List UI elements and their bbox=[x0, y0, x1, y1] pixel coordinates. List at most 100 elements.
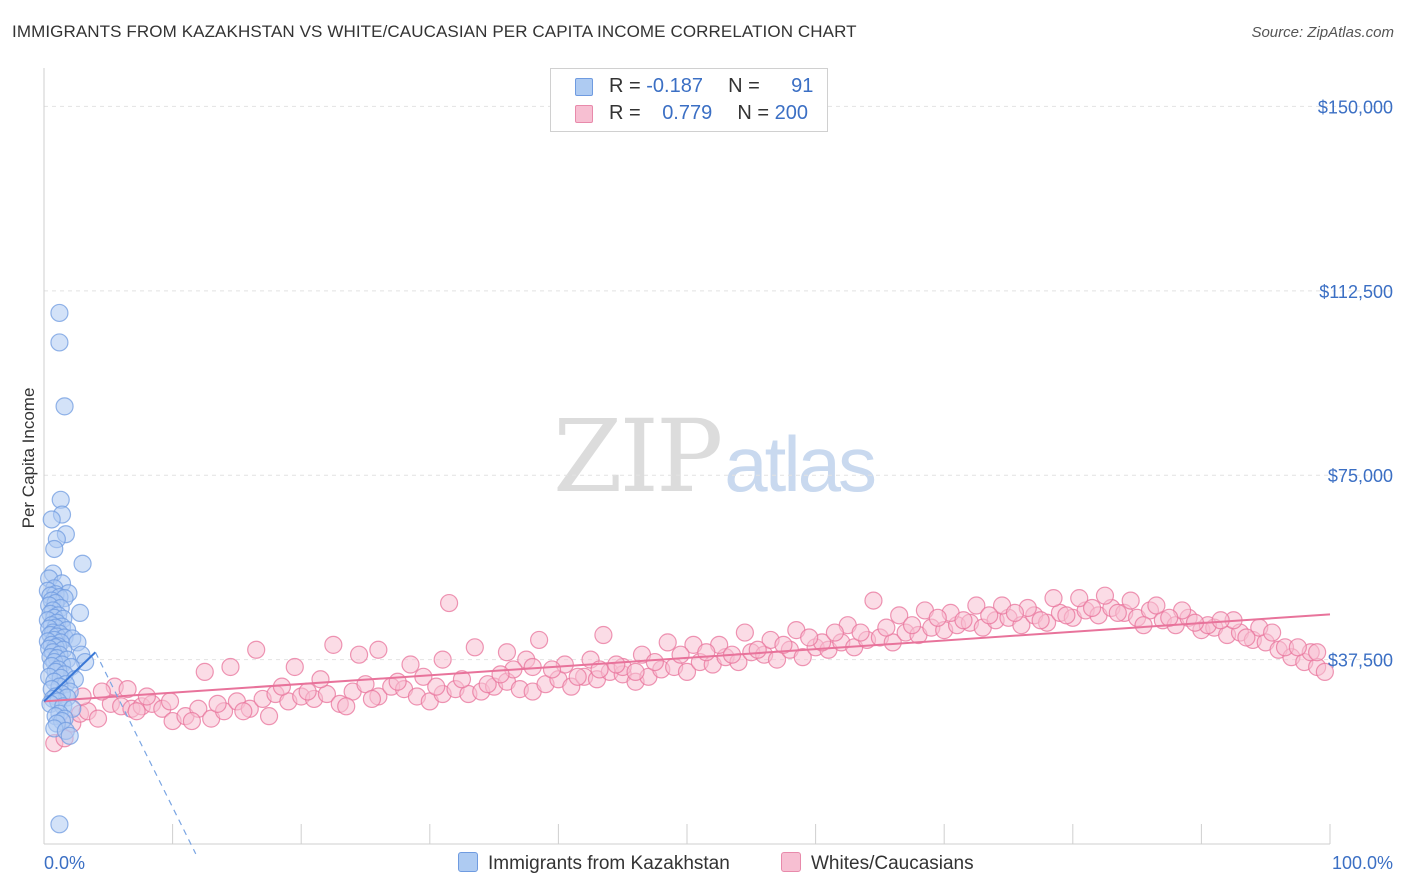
point-whites bbox=[1147, 596, 1166, 615]
point-whites bbox=[298, 682, 317, 701]
data-points bbox=[38, 303, 1334, 834]
point-whites bbox=[182, 711, 201, 731]
legend-n-value: 91 bbox=[791, 75, 814, 97]
point-whites bbox=[478, 675, 497, 694]
point-whites bbox=[311, 670, 330, 689]
point-whites bbox=[208, 694, 227, 713]
trend-lines bbox=[43, 613, 1331, 855]
x-tick-label: 0.0% bbox=[44, 853, 85, 873]
point-whites bbox=[967, 596, 986, 615]
point-whites bbox=[497, 643, 517, 662]
legend-r-label: R = bbox=[609, 102, 641, 124]
point-whites bbox=[195, 662, 214, 681]
point-whites bbox=[851, 623, 870, 642]
trend-line-kazakhstan bbox=[43, 651, 97, 703]
point-whites bbox=[697, 643, 716, 662]
point-kazakhstan bbox=[45, 539, 64, 559]
point-whites bbox=[542, 660, 562, 679]
point-whites bbox=[1044, 589, 1063, 608]
point-whites bbox=[247, 640, 266, 659]
point-whites bbox=[1070, 589, 1089, 608]
point-whites bbox=[427, 677, 446, 696]
point-whites bbox=[1211, 611, 1230, 630]
point-whites bbox=[1057, 606, 1076, 625]
correlation-legend: R = -0.187 N = 91 R = 0.779 N = 200 bbox=[550, 68, 828, 132]
trend-line-kazakhstan-extension bbox=[94, 651, 197, 855]
point-whites bbox=[137, 687, 156, 706]
bottom-legend-label-whites: Whites/Caucasians bbox=[811, 853, 974, 874]
point-whites bbox=[285, 657, 304, 677]
bottom-legend-kazakhstan: Immigrants from Kazakhstan bbox=[458, 852, 730, 875]
point-whites bbox=[1134, 616, 1153, 635]
point-whites bbox=[1121, 591, 1140, 610]
legend-n-label: N = bbox=[728, 75, 760, 97]
point-whites bbox=[259, 707, 279, 726]
trend-line-whites bbox=[43, 613, 1331, 703]
point-whites bbox=[234, 702, 253, 721]
point-kazakhstan bbox=[50, 333, 69, 352]
point-whites bbox=[118, 680, 137, 699]
x-tick-label: 100.0% bbox=[1332, 853, 1393, 873]
point-whites bbox=[1108, 603, 1127, 622]
point-whites bbox=[1031, 611, 1050, 630]
point-whites bbox=[890, 606, 909, 625]
point-whites bbox=[626, 662, 645, 681]
bottom-legend-swatch-whites bbox=[781, 852, 801, 872]
source-label: Source: ZipAtlas.com bbox=[1251, 24, 1394, 41]
y-tick-label: $75,000 bbox=[1328, 466, 1393, 486]
legend-n-value: 200 bbox=[774, 102, 808, 124]
point-kazakhstan bbox=[70, 603, 90, 622]
point-whites bbox=[928, 608, 947, 627]
point-whites bbox=[127, 702, 146, 721]
point-kazakhstan bbox=[50, 303, 69, 323]
point-whites bbox=[877, 618, 896, 637]
point-whites bbox=[735, 623, 754, 642]
point-whites bbox=[92, 682, 111, 701]
point-whites bbox=[594, 625, 613, 645]
point-whites bbox=[491, 665, 510, 684]
point-whites bbox=[362, 689, 382, 709]
point-whites bbox=[902, 616, 922, 635]
point-whites bbox=[793, 648, 812, 667]
legend-r-label: R = bbox=[609, 75, 641, 97]
point-whites bbox=[980, 606, 999, 625]
bottom-legend-label-kazakhstan: Immigrants from Kazakhstan bbox=[488, 853, 730, 874]
point-whites bbox=[433, 650, 452, 669]
point-whites bbox=[452, 670, 472, 689]
point-whites bbox=[530, 630, 549, 650]
point-whites bbox=[954, 611, 973, 630]
grid bbox=[44, 105, 1395, 661]
point-whites bbox=[1082, 598, 1102, 618]
y-tick-label: $150,000 bbox=[1318, 97, 1393, 117]
point-whites bbox=[671, 645, 690, 664]
bottom-legend-whites: Whites/Caucasians bbox=[781, 852, 974, 875]
point-whites bbox=[1308, 643, 1327, 662]
point-whites bbox=[388, 672, 407, 691]
y-tick-label: $112,500 bbox=[1319, 282, 1393, 302]
legend-swatch-kazakhstan bbox=[575, 78, 593, 96]
point-whites bbox=[590, 660, 609, 679]
point-whites bbox=[1315, 662, 1334, 681]
point-whites bbox=[324, 635, 343, 654]
legend-n-label: N = bbox=[737, 102, 770, 124]
point-whites bbox=[800, 628, 819, 647]
point-whites bbox=[774, 635, 793, 654]
point-whites bbox=[1160, 608, 1179, 627]
point-whites bbox=[568, 667, 587, 686]
chart-title: IMMIGRANTS FROM KAZAKHSTAN VS WHITE/CAUC… bbox=[12, 22, 857, 41]
legend-swatch-whites bbox=[575, 105, 593, 123]
point-whites bbox=[369, 640, 388, 659]
point-kazakhstan bbox=[73, 554, 92, 573]
point-whites bbox=[1005, 603, 1025, 622]
point-kazakhstan bbox=[42, 510, 61, 529]
point-whites bbox=[221, 657, 240, 677]
point-whites bbox=[88, 709, 108, 728]
point-whites bbox=[645, 652, 664, 672]
point-kazakhstan bbox=[55, 397, 74, 416]
point-whites bbox=[1237, 628, 1256, 647]
watermark-zip: ZIP bbox=[553, 398, 723, 515]
y-tick-label: $37,500 bbox=[1328, 651, 1393, 671]
point-whites bbox=[349, 645, 369, 664]
point-whites bbox=[439, 593, 459, 613]
